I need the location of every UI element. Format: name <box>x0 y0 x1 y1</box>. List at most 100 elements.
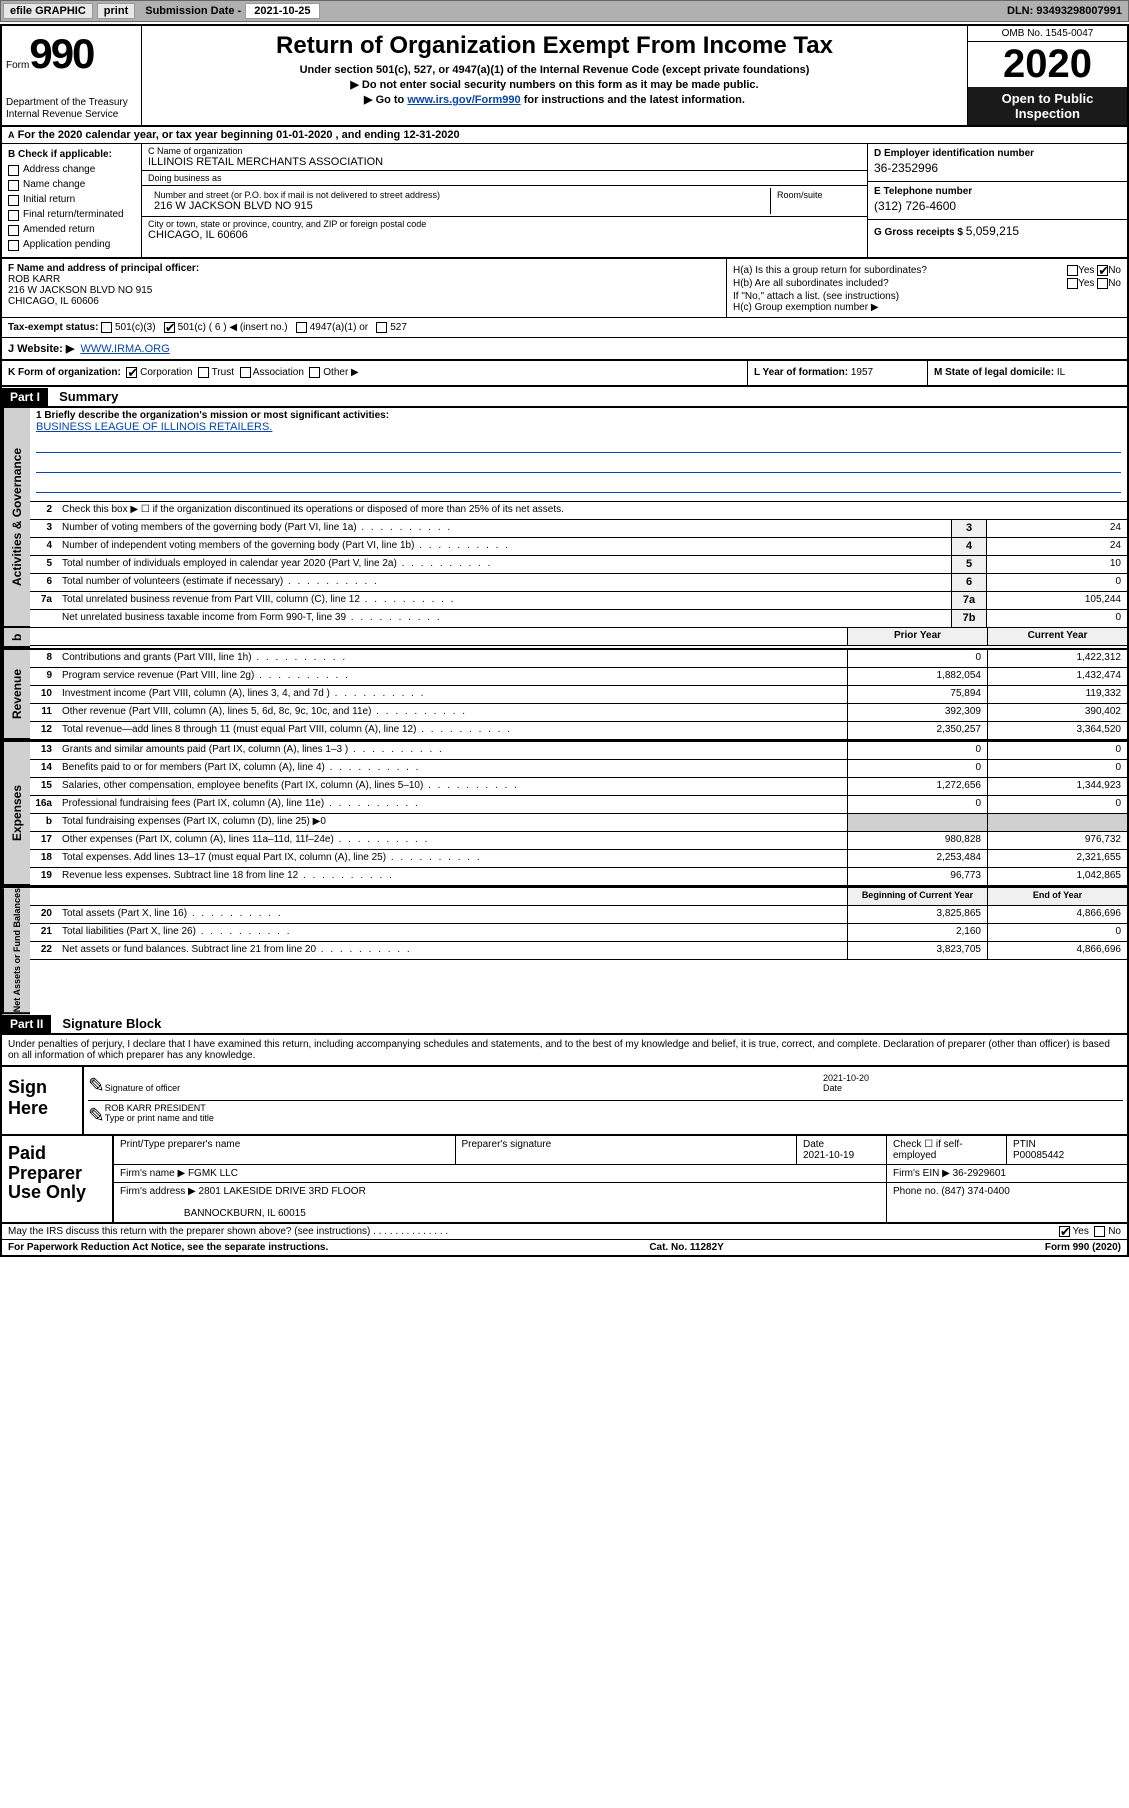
ptin-value: P00085442 <box>1013 1150 1064 1161</box>
perjury-statement: Under penalties of perjury, I declare th… <box>2 1035 1127 1065</box>
officer-name-title: ROB KARR PRESIDENT <box>105 1103 206 1113</box>
city-value: CHICAGO, IL 60606 <box>148 229 861 241</box>
trust-checkbox[interactable] <box>198 367 209 378</box>
form-title: Return of Organization Exempt From Incom… <box>150 32 959 60</box>
vtab-governance: Activities & Governance <box>2 408 30 628</box>
summary-line: 7aTotal unrelated business revenue from … <box>30 592 1127 610</box>
summary-line: 9Program service revenue (Part VIII, lin… <box>30 668 1127 686</box>
summary-line: 14Benefits paid to or for members (Part … <box>30 760 1127 778</box>
beg-year-header: Beginning of Current Year <box>847 888 987 905</box>
section-b-checkboxes: B Check if applicable: Address change Na… <box>2 144 142 257</box>
association-checkbox[interactable] <box>240 367 251 378</box>
department-label: Department of the TreasuryInternal Reven… <box>6 97 137 121</box>
b-heading: B Check if applicable: <box>8 148 135 162</box>
ha-label: H(a) Is this a group return for subordin… <box>733 265 927 276</box>
summary-line: 22Net assets or fund balances. Subtract … <box>30 942 1127 960</box>
summary-line: 13Grants and similar amounts paid (Part … <box>30 742 1127 760</box>
line-a-tax-year: A For the 2020 calendar year, or tax yea… <box>2 127 1127 144</box>
room-label: Room/suite <box>777 190 855 200</box>
ein-value: 36-2352996 <box>874 161 1121 175</box>
paid-preparer-label: Paid Preparer Use Only <box>2 1136 112 1222</box>
sig-date: 2021-10-20 <box>823 1073 869 1083</box>
other-checkbox[interactable] <box>309 367 320 378</box>
print-button[interactable]: print <box>97 3 135 19</box>
501c3-checkbox[interactable] <box>101 322 112 333</box>
ein-label: D Employer identification number <box>874 148 1121 159</box>
sig-officer-label: Signature of officer <box>105 1083 180 1093</box>
discuss-row: May the IRS discuss this return with the… <box>2 1224 1127 1240</box>
name-change-checkbox[interactable] <box>8 180 19 191</box>
ha-yes-checkbox[interactable] <box>1067 265 1078 276</box>
prep-date: 2021-10-19 <box>803 1150 854 1161</box>
initial-return-checkbox[interactable] <box>8 195 19 206</box>
final-return-checkbox[interactable] <box>8 210 19 221</box>
amended-return-checkbox[interactable] <box>8 225 19 236</box>
omb-number: OMB No. 1545-0047 <box>968 26 1127 42</box>
section-i-tax-status: Tax-exempt status: 501(c)(3) 501(c) ( 6 … <box>2 318 1127 337</box>
goto-line: ▶ Go to www.irs.gov/Form990 for instruct… <box>150 93 959 106</box>
gross-label: G Gross receipts $ <box>874 227 963 238</box>
street-label: Number and street (or P.O. box if mail i… <box>154 190 764 200</box>
city-label: City or town, state or province, country… <box>148 219 861 229</box>
header-middle: Return of Organization Exempt From Incom… <box>142 26 967 125</box>
cat-no: Cat. No. 11282Y <box>649 1242 723 1253</box>
form-number: 990 <box>29 30 93 77</box>
527-checkbox[interactable] <box>376 322 387 333</box>
org-name: ILLINOIS RETAIL MERCHANTS ASSOCIATION <box>148 156 861 168</box>
discuss-no-checkbox[interactable] <box>1094 1226 1105 1237</box>
header-right: OMB No. 1545-0047 2020 Open to Public In… <box>967 26 1127 125</box>
section-f-officer: F Name and address of principal officer:… <box>2 259 727 317</box>
gross-value: 5,059,215 <box>966 224 1019 238</box>
footer-row: For Paperwork Reduction Act Notice, see … <box>2 1240 1127 1255</box>
section-j-website: J Website: ▶ WWW.IRMA.ORG <box>2 338 1127 361</box>
vtab-net-assets: Net Assets or Fund Balances <box>2 888 30 1014</box>
top-toolbar: efile GRAPHIC print Submission Date - 20… <box>0 0 1129 22</box>
efile-graphic-button[interactable]: efile GRAPHIC <box>3 3 93 19</box>
summary-line: Net unrelated business taxable income fr… <box>30 610 1127 628</box>
discuss-yes-checkbox[interactable] <box>1059 1226 1070 1237</box>
summary-line: 4Number of independent voting members of… <box>30 538 1127 556</box>
summary-line: 18Total expenses. Add lines 13–17 (must … <box>30 850 1127 868</box>
submission-date-value: 2021-10-25 <box>245 3 319 19</box>
officer-addr1: 216 W JACKSON BLVD NO 915 <box>8 285 720 296</box>
part-i-header: Part I Summary <box>2 387 1127 408</box>
corporation-checkbox[interactable] <box>126 367 137 378</box>
4947-checkbox[interactable] <box>296 322 307 333</box>
open-to-public: Open to Public Inspection <box>968 87 1127 125</box>
sign-here-label: Sign Here <box>2 1067 82 1134</box>
section-k-form-org: K Form of organization: Corporation Trus… <box>2 361 747 384</box>
prior-year-header: Prior Year <box>847 628 987 645</box>
line-2-text: Check this box ▶ ☐ if the organization d… <box>58 502 1127 519</box>
vtab-revenue: Revenue <box>2 650 30 740</box>
officer-name: ROB KARR <box>8 274 720 285</box>
tel-value: (312) 726-4600 <box>874 199 1121 213</box>
ha-no-checkbox[interactable] <box>1097 265 1108 276</box>
address-change-checkbox[interactable] <box>8 165 19 176</box>
firm-name: FGMK LLC <box>188 1168 238 1179</box>
section-d-e-g: D Employer identification number 36-2352… <box>867 144 1127 257</box>
tel-label: E Telephone number <box>874 186 1121 197</box>
hb-yes-checkbox[interactable] <box>1067 278 1078 289</box>
dln-label: DLN: 93493298007991 <box>1007 5 1128 17</box>
mission-box: 1 Briefly describe the organization's mi… <box>30 408 1127 502</box>
application-pending-checkbox[interactable] <box>8 240 19 251</box>
firm-ein: 36-2929601 <box>953 1168 1006 1179</box>
summary-line: 3Number of voting members of the governi… <box>30 520 1127 538</box>
summary-line: 21Total liabilities (Part X, line 26)2,1… <box>30 924 1127 942</box>
summary-line: 5Total number of individuals employed in… <box>30 556 1127 574</box>
street-value: 216 W JACKSON BLVD NO 915 <box>154 200 764 212</box>
self-employed-check[interactable]: Check ☐ if self-employed <box>887 1136 1007 1164</box>
website-link[interactable]: WWW.IRMA.ORG <box>80 343 169 355</box>
vtab-expenses: Expenses <box>2 742 30 886</box>
hb-no-checkbox[interactable] <box>1097 278 1108 289</box>
firm-addr2: BANNOCKBURN, IL 60015 <box>184 1208 306 1219</box>
pen-icon-2: ✎ <box>88 1103 105 1128</box>
form-word: Form <box>6 60 29 71</box>
irs-link[interactable]: www.irs.gov/Form990 <box>407 94 520 106</box>
submission-date-label: Submission Date - <box>141 5 245 17</box>
org-name-label: C Name of organization <box>148 146 861 156</box>
501c-checkbox[interactable] <box>164 322 175 333</box>
hc-label: H(c) Group exemption number ▶ <box>733 302 1121 313</box>
form-990-container: Form990 Department of the TreasuryIntern… <box>0 24 1129 1257</box>
end-year-header: End of Year <box>987 888 1127 905</box>
